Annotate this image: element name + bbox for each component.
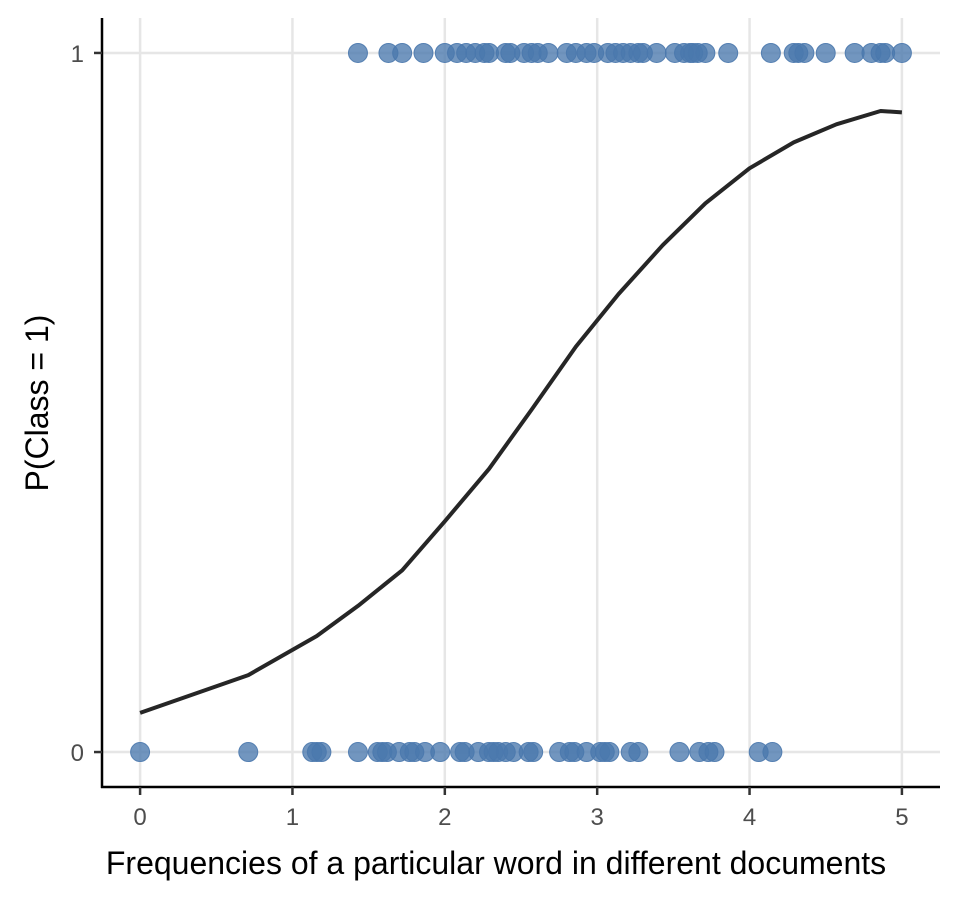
data-point	[718, 42, 739, 63]
data-point	[704, 742, 725, 763]
data-point	[628, 742, 649, 763]
x-tick-label: 4	[743, 804, 756, 831]
data-point	[238, 742, 259, 763]
data-point	[875, 42, 896, 63]
data-point	[794, 42, 815, 63]
x-axis-title: Frequencies of a particular word in diff…	[106, 845, 886, 881]
x-tick-label: 5	[895, 804, 908, 831]
x-axis-ticks: 0 1 2 3 4 5	[133, 787, 909, 831]
data-point	[538, 42, 559, 63]
data-point	[392, 42, 413, 63]
data-point	[815, 42, 836, 63]
data-point	[762, 742, 783, 763]
data-point	[130, 742, 151, 763]
fitted-curve-layer	[139, 109, 903, 715]
data-point	[523, 742, 544, 763]
x-tick-label: 1	[286, 804, 299, 831]
data-points-layer	[130, 42, 912, 763]
x-tick-label: 2	[438, 804, 451, 831]
data-point	[844, 42, 865, 63]
y-axis-ticks: 01	[71, 41, 102, 767]
data-point	[760, 42, 781, 63]
data-point	[347, 742, 368, 763]
x-tick-label: 3	[591, 804, 604, 831]
data-point	[430, 742, 451, 763]
y-axis-title: P(Class = 1)	[19, 315, 55, 492]
data-point	[695, 42, 716, 63]
data-point	[646, 42, 667, 63]
data-point	[311, 742, 332, 763]
data-point	[599, 742, 620, 763]
data-point	[891, 42, 912, 63]
data-point	[479, 42, 500, 63]
axes	[100, 18, 940, 789]
fitted-curve	[139, 109, 903, 715]
y-tick-label: 1	[71, 41, 84, 68]
data-point	[347, 42, 368, 63]
x-tick-label: 0	[133, 804, 146, 831]
data-point	[413, 42, 434, 63]
y-tick-label: 0	[71, 740, 84, 767]
data-point	[669, 742, 690, 763]
